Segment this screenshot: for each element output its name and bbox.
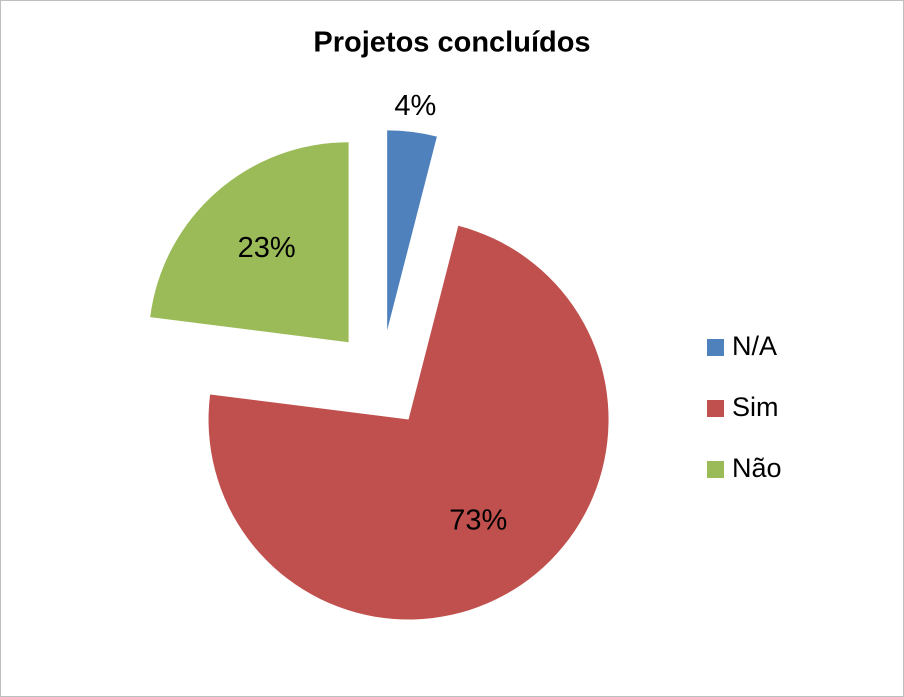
pie-slice: [208, 225, 609, 620]
pie-slice: [387, 130, 437, 331]
legend-label: Sim: [732, 392, 779, 422]
data-label: 73%: [449, 505, 507, 537]
data-label: 23%: [238, 232, 296, 264]
chart-title: Projetos concluídos: [313, 27, 590, 59]
legend-swatch: [707, 461, 724, 478]
data-label: 4%: [394, 90, 436, 122]
legend-swatch: [707, 339, 724, 356]
legend-label: N/A: [732, 331, 777, 361]
pie-slice: [150, 142, 349, 343]
legend-label: Não: [732, 453, 782, 483]
legend-swatch: [707, 400, 724, 417]
